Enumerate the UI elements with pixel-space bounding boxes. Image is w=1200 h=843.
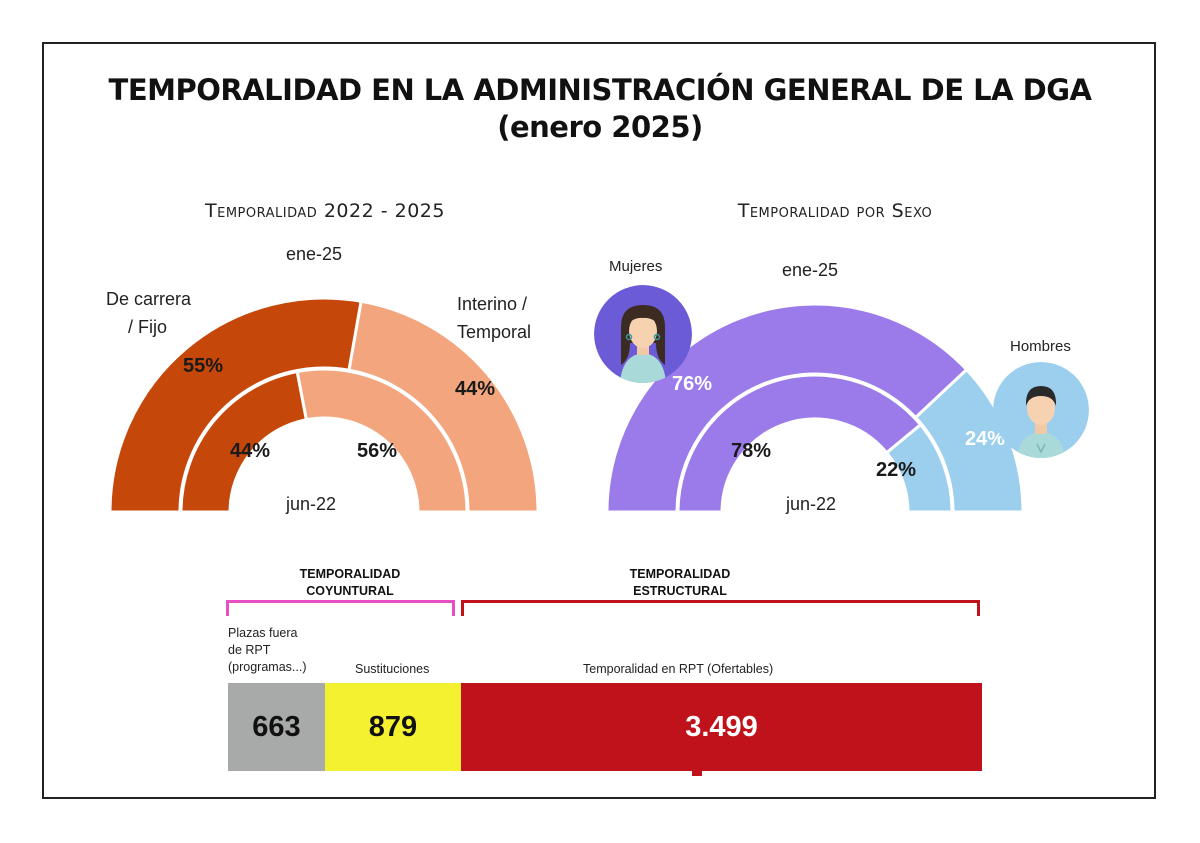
coyuntural-group-label-line1: TEMPORALIDAD (299, 567, 401, 581)
sustituciones-label: Sustituciones (355, 662, 430, 676)
interino-jun22-arc (295, 367, 469, 514)
carrera-label-line2: / Fijo (128, 317, 168, 337)
pct-mujeres-ene25: 76% (672, 373, 713, 395)
pct-mujeres-jun22: 78% (731, 440, 772, 462)
plazas-label-line2: de RPT (228, 643, 271, 657)
coyuntural-bracket (226, 600, 455, 616)
bar-tick-mark (692, 771, 702, 776)
left-half-donut (108, 296, 540, 514)
estructural-group-label-line1: TEMPORALIDAD (629, 567, 731, 581)
estructural-bracket (461, 600, 980, 616)
estructural-group-label-line2: ESTRUCTURAL (633, 584, 727, 598)
pct-hombres-jun22: 22% (876, 459, 917, 481)
right-half-donut (605, 302, 1025, 514)
hombres-label: Hombres (1010, 338, 1071, 355)
carrera-label-line1: De carrera (106, 289, 192, 309)
pct-hombres-ene25: 24% (965, 428, 1006, 450)
bar-sustituciones: 879 (325, 683, 461, 771)
interino-label-line1: Interino / (457, 294, 528, 314)
interino-label-line2: Temporal (457, 322, 532, 342)
pct-interino-ene25: 44% (455, 378, 496, 400)
page-title: TEMPORALIDAD EN LA ADMINISTRACIÓN GENERA… (108, 73, 1092, 107)
plazas-label-line1: Plazas fuera (228, 626, 298, 640)
rpt-label: Temporalidad en RPT (Ofertables) (583, 662, 774, 676)
page-subtitle: (enero 2025) (497, 110, 703, 144)
left-inner-series-label: jun-22 (286, 494, 337, 514)
coyuntural-group-label-line2: COYUNTURAL (306, 584, 394, 598)
left-chart-title: Temporalidad 2022 - 2025 (205, 200, 445, 222)
pct-carrera-jun22: 44% (230, 440, 271, 462)
right-inner-series-label: jun-22 (786, 494, 837, 514)
mujeres-jun22-arc (676, 373, 923, 514)
woman-avatar-icon (594, 285, 692, 383)
right-chart-title: Temporalidad por Sexo (737, 200, 933, 222)
chart-frame (42, 42, 1156, 799)
plazas-label-line3: (programas...) (228, 660, 307, 674)
pct-interino-jun22: 56% (357, 440, 398, 462)
mujeres-label: Mujeres (609, 258, 663, 275)
hombres-jun22-arc (884, 422, 954, 514)
left-outer-series-label: ene-25 (286, 244, 343, 264)
right-outer-series-label: ene-25 (782, 260, 839, 280)
bar-plazas-fuera-rpt: 663 (228, 683, 325, 771)
man-avatar-icon (993, 362, 1089, 458)
pct-carrera-ene25: 55% (183, 355, 224, 377)
bar-temporalidad-rpt: 3.499 (461, 683, 982, 771)
